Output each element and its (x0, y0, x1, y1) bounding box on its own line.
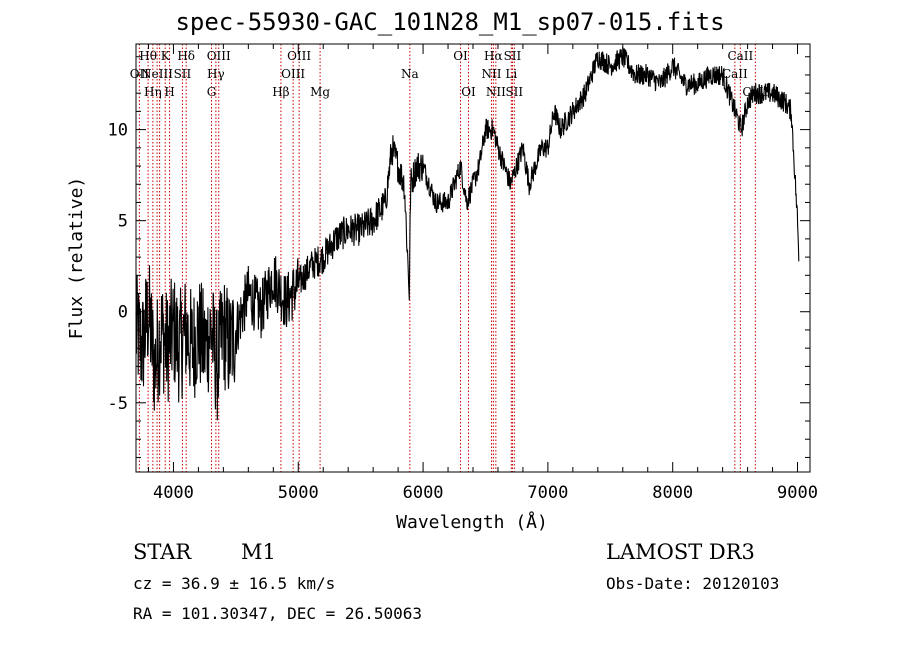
spectral-line-label: G (207, 85, 217, 99)
x-tick-label: 6000 (403, 483, 444, 503)
spectral-line-label: CaII (727, 49, 753, 63)
x-tick-label: 5000 (278, 483, 319, 503)
y-tick-label: 10 (108, 121, 128, 141)
spectral-line-label: SII (504, 49, 522, 63)
y-tick-label: -5 (108, 394, 128, 414)
spectral-line-label: NeIII (141, 67, 173, 81)
y-axis-label: Flux (relative) (66, 177, 87, 340)
spectral-line-label: H (164, 85, 174, 99)
spectral-line-label: Hβ (272, 85, 289, 99)
coordinates: RA = 101.30347, DEC = 26.50063 (133, 604, 422, 623)
spectral-line-label: NII (481, 67, 501, 81)
object-class: STAR (133, 540, 192, 564)
spectral-line-label: OIII (287, 49, 311, 63)
spectral-line-label: K (161, 49, 171, 63)
y-axis-ticks: -5 0 5 10 (108, 56, 810, 458)
subclass: M1 (241, 540, 276, 564)
spectral-line-label: OII (130, 67, 150, 81)
spectral-line-label: OI (461, 85, 476, 99)
spectral-line-label: Hα (484, 49, 503, 63)
x-axis-ticks: 4000 5000 6000 7000 8000 9000 (147, 44, 818, 503)
redshift-cz: cz = 36.9 ± 16.5 km/s (133, 574, 336, 593)
spectral-line-label: Li (505, 67, 517, 81)
spectral-line-label: Hδ (177, 49, 195, 63)
spectral-line-label: SII (174, 67, 192, 81)
spectral-line-label: OIII (207, 49, 231, 63)
x-tick-label: 8000 (652, 483, 693, 503)
x-tick-label: 9000 (777, 483, 818, 503)
y-tick-label: 0 (118, 303, 128, 323)
spectral-line-label: OI (453, 49, 468, 63)
survey-name: LAMOST DR3 (606, 540, 755, 564)
plot-frame (135, 43, 811, 473)
y-tick-label: 5 (118, 212, 128, 232)
spectral-line-labels: OIIHθHηNeIIIKHSIIHδGHγOIIIHβOIIIOIIIMgNa… (130, 49, 769, 99)
observation-date: Obs-Date: 20120103 (606, 574, 780, 593)
spectral-line-label: SII (505, 85, 523, 99)
spectral-line-label: NII (486, 85, 506, 99)
x-tick-label: 7000 (527, 483, 568, 503)
spectral-line-label: CaII (722, 67, 748, 81)
spectral-line-label: OIII (281, 67, 305, 81)
spectral-line-label: Hη (144, 85, 162, 99)
spectral-line-label: Mg (310, 85, 330, 99)
spectral-line-markers (138, 44, 756, 472)
spectrum-line (135, 47, 800, 421)
spectral-line-label: Na (401, 67, 419, 81)
spectral-line-label: Hθ (139, 49, 157, 63)
x-tick-label: 4000 (153, 483, 194, 503)
chart-title: spec-55930-GAC_101N28_M1_sp07-015.fits (175, 8, 725, 36)
spectral-line-label: Hγ (207, 67, 225, 81)
x-axis-label: Wavelength (Å) (396, 511, 548, 533)
